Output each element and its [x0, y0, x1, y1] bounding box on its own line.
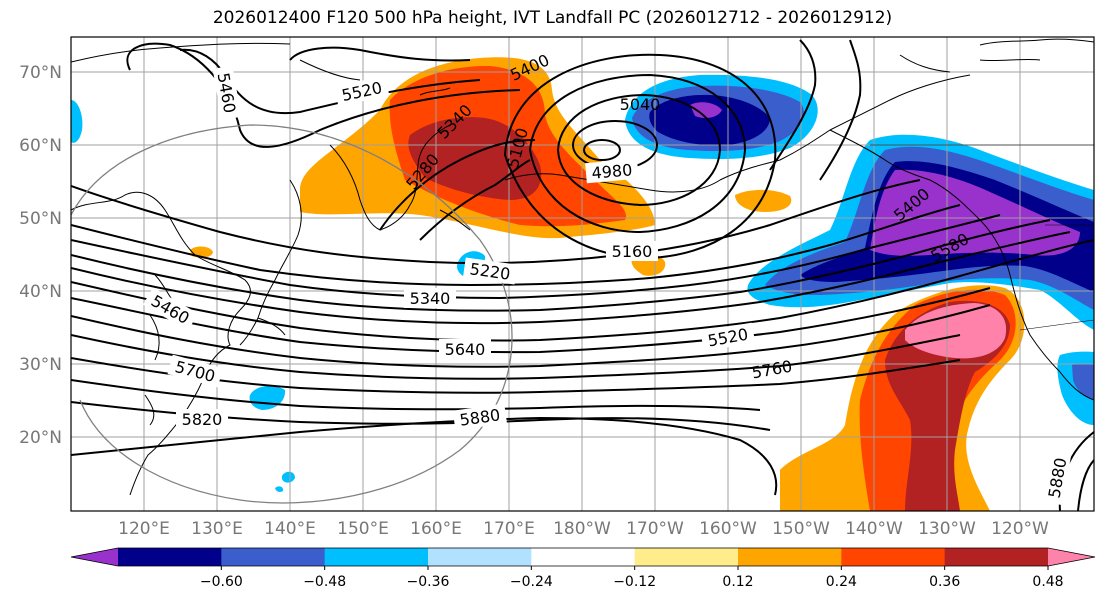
colorbar-segment [221, 548, 326, 566]
map-frame [70, 36, 1095, 512]
lon-label: 130°W [918, 519, 976, 539]
lon-label: 140°E [264, 519, 316, 539]
contour-label: 5640 [445, 340, 486, 359]
colorbar: −0.60 −0.48 −0.36 −0.24 −0.12 0.12 0.24 0.36 0.4… [70, 547, 1096, 590]
negative-anomaly-bering [625, 74, 818, 159]
colorbar-extension-high [1048, 548, 1095, 566]
range-ring [71, 124, 513, 504]
colorbar-tick-label: 0.12 [722, 574, 753, 590]
contour-label: 5820 [182, 410, 223, 429]
colorbar-segment [428, 548, 532, 566]
colorbar-tick-label: −0.36 [407, 574, 450, 590]
colorbar-tick-label: −0.60 [200, 574, 243, 590]
map-title: 2026012400 F120 500 hPa height, IVT Land… [212, 8, 893, 28]
colorbar-segment [324, 548, 429, 566]
lon-label: 140°W [845, 519, 903, 539]
colorbar-tick-label: 0.24 [826, 574, 857, 590]
colorbar-segment [118, 548, 222, 566]
lat-label: 40°N [19, 282, 62, 302]
contour-label: 4980 [591, 160, 633, 182]
latitude-labels: 70°N 60°N 50°N 40°N 30°N 20°N [19, 63, 62, 448]
contour-label: 5340 [410, 289, 451, 308]
colorbar-tick-label: 0.48 [1032, 574, 1063, 590]
colorbar-segment [531, 548, 636, 566]
colorbar-extension-low [71, 548, 118, 566]
colorbar-tick-label: 0.36 [929, 574, 960, 590]
lon-label: 160°W [699, 519, 757, 539]
colorbar-tick-label: −0.24 [510, 574, 553, 590]
colorbar-outline [70, 547, 1096, 567]
longitude-labels: 120°E 130°E 140°E 150°E 160°E 170°E 180°… [118, 519, 1049, 539]
lon-label: 170°E [483, 519, 535, 539]
positive-anomaly-east-pacific [780, 285, 1025, 511]
contour-label: 5160 [612, 242, 653, 261]
lat-label: 60°N [19, 136, 62, 156]
lon-label: 170°W [626, 519, 684, 539]
colorbar-segment [944, 548, 1049, 566]
lon-label: 180°W [553, 519, 611, 539]
lon-label: 150°E [337, 519, 389, 539]
lat-label: 70°N [19, 63, 62, 83]
lon-label: 120°W [991, 519, 1049, 539]
colorbar-segment [634, 548, 739, 566]
lon-label: 160°E [410, 519, 462, 539]
lat-label: 30°N [19, 355, 62, 375]
colorbar-tick-label: −0.12 [613, 574, 656, 590]
colorbar-segment [738, 548, 842, 566]
lat-label: 50°N [19, 209, 62, 229]
colorbar-tick-label: −0.48 [303, 574, 346, 590]
lat-label: 20°N [19, 428, 62, 448]
contour-label: 5040 [620, 95, 661, 114]
lon-label: 120°E [118, 519, 170, 539]
colorbar-segment [841, 548, 946, 566]
lon-label: 150°W [772, 519, 830, 539]
lon-label: 130°E [191, 519, 243, 539]
